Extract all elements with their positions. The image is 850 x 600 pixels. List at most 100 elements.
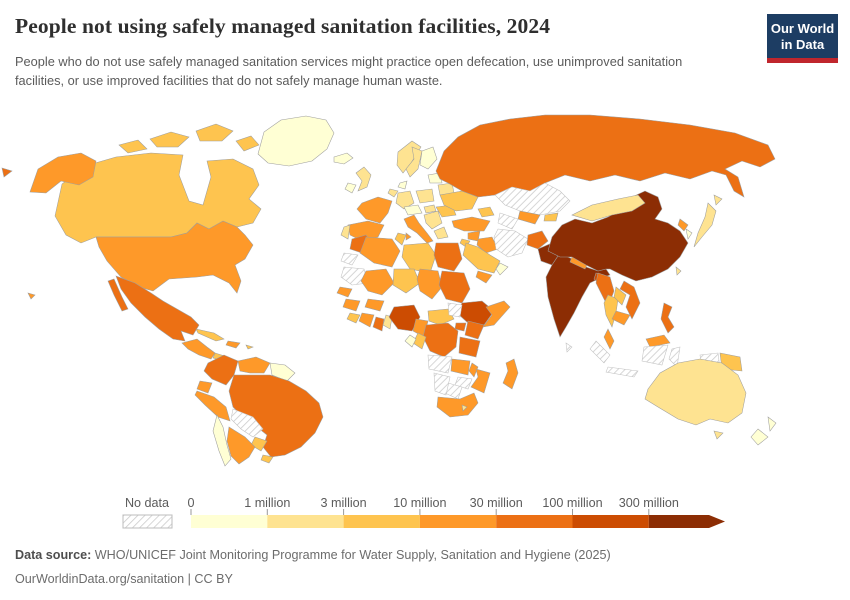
country-sri-lanka[interactable] — [565, 342, 573, 353]
country-hungary[interactable] — [423, 204, 437, 214]
country-south-africa[interactable] — [436, 392, 479, 418]
country-greenland[interactable] — [257, 115, 335, 167]
country-madagascar[interactable] — [502, 358, 519, 390]
country-australia[interactable] — [644, 358, 747, 440]
country-mongolia[interactable] — [571, 194, 646, 222]
country-greece[interactable] — [433, 226, 449, 240]
country-burkina-faso[interactable] — [364, 298, 385, 312]
legend-no-data[interactable]: No data — [122, 496, 173, 529]
country-tanzania[interactable] — [458, 336, 481, 358]
country-guinea[interactable] — [342, 298, 361, 312]
country-central-europe[interactable] — [403, 204, 423, 216]
country-libya[interactable] — [401, 242, 437, 274]
country-dr-congo[interactable] — [422, 322, 459, 358]
country-afghanistan[interactable] — [526, 230, 549, 250]
country-bolivia[interactable] — [230, 408, 264, 438]
country-kazakhstan[interactable] — [494, 182, 571, 216]
country-uruguay[interactable] — [260, 454, 274, 464]
country-paraguay[interactable] — [250, 436, 268, 452]
country-uzbekistan[interactable] — [517, 210, 541, 225]
country-caucasus[interactable] — [477, 206, 495, 218]
country-north-korea[interactable] — [677, 218, 689, 232]
country-chile[interactable] — [212, 414, 232, 467]
legend-no-data-swatch[interactable] — [122, 514, 173, 529]
country-turkey[interactable] — [451, 216, 491, 232]
country-chad[interactable] — [416, 268, 443, 300]
owid-logo[interactable]: Our World in Data — [767, 14, 838, 64]
country-taiwan[interactable] — [675, 266, 682, 276]
legend-bin-1-3m[interactable] — [267, 515, 344, 528]
country-angola[interactable] — [427, 354, 453, 374]
country-nigeria[interactable] — [388, 304, 421, 332]
country-iraq[interactable] — [476, 236, 499, 254]
country-yemen[interactable] — [475, 270, 493, 284]
country-uganda[interactable] — [454, 322, 467, 332]
country-tunisia[interactable] — [394, 232, 407, 246]
country-germany[interactable] — [395, 190, 415, 210]
country-spain[interactable] — [347, 220, 385, 242]
country-venezuela[interactable] — [237, 356, 271, 374]
country-kyrgyzstan[interactable] — [543, 212, 559, 222]
country-namibia[interactable] — [433, 372, 451, 396]
country-lesotho[interactable] — [461, 404, 468, 412]
country-cote-divoire[interactable] — [358, 312, 375, 328]
country-japan[interactable] — [693, 194, 723, 248]
country-ecuador[interactable] — [196, 380, 213, 394]
country-malaysia[interactable] — [603, 328, 671, 350]
country-portugal[interactable] — [340, 224, 351, 240]
country-algeria[interactable] — [359, 236, 401, 268]
country-zambia[interactable] — [450, 358, 471, 376]
legend-bin-3-10m[interactable] — [343, 515, 420, 528]
country-south-sudan[interactable] — [447, 302, 463, 318]
country-benelux[interactable] — [387, 188, 399, 198]
country-philippines[interactable] — [660, 302, 675, 334]
country-central-african-republic[interactable] — [427, 308, 455, 326]
country-ireland[interactable] — [344, 182, 357, 194]
country-poland[interactable] — [415, 188, 435, 204]
country-senegal[interactable] — [336, 286, 353, 298]
country-laos[interactable] — [613, 286, 627, 306]
country-indonesia[interactable] — [589, 340, 721, 378]
country-canada[interactable] — [54, 123, 262, 244]
country-turkmenistan[interactable] — [497, 212, 519, 230]
country-peru[interactable] — [194, 390, 231, 422]
country-vietnam[interactable] — [619, 280, 641, 320]
country-kenya[interactable] — [464, 320, 485, 340]
legend-bin-300m-plus[interactable] — [648, 515, 725, 528]
country-mali[interactable] — [360, 268, 395, 296]
country-denmark[interactable] — [397, 180, 408, 190]
country-iceland[interactable] — [333, 152, 354, 165]
country-egypt[interactable] — [433, 242, 463, 272]
legend-bin-0-1m[interactable] — [191, 515, 268, 528]
country-cuba[interactable] — [195, 328, 225, 342]
country-niger[interactable] — [392, 268, 421, 294]
legend-bin-10-30m[interactable] — [419, 515, 497, 528]
country-malawi[interactable] — [468, 362, 479, 378]
country-ghana[interactable] — [372, 316, 385, 332]
country-united-kingdom[interactable] — [355, 166, 372, 192]
legend-bin-100-300m[interactable] — [572, 515, 649, 528]
country-western-sahara[interactable] — [340, 252, 359, 266]
country-gabon[interactable] — [404, 334, 417, 348]
country-cambodia[interactable] — [611, 310, 631, 326]
country-balkans[interactable] — [423, 210, 443, 230]
country-argentina[interactable] — [226, 426, 256, 465]
country-guyana-suriname[interactable] — [269, 362, 296, 382]
country-sudan[interactable] — [438, 270, 471, 304]
country-mozambique[interactable] — [470, 368, 491, 394]
country-new-zealand[interactable] — [750, 416, 777, 446]
country-china[interactable] — [547, 190, 689, 282]
legend-bin-30-100m[interactable] — [496, 515, 573, 528]
country-oman[interactable] — [495, 262, 509, 276]
country-colombia[interactable] — [203, 354, 239, 386]
country-saudi-arabia[interactable] — [462, 242, 501, 274]
country-south-korea[interactable] — [685, 228, 693, 240]
country-puerto-rico[interactable] — [245, 344, 254, 350]
country-finland[interactable] — [419, 146, 438, 170]
country-somalia[interactable] — [482, 300, 511, 328]
country-france[interactable] — [356, 196, 393, 224]
country-hispaniola[interactable] — [225, 340, 241, 349]
country-mexico[interactable] — [107, 275, 200, 342]
country-sierra-leone-liberia[interactable] — [346, 312, 361, 324]
country-iran[interactable] — [493, 228, 529, 258]
